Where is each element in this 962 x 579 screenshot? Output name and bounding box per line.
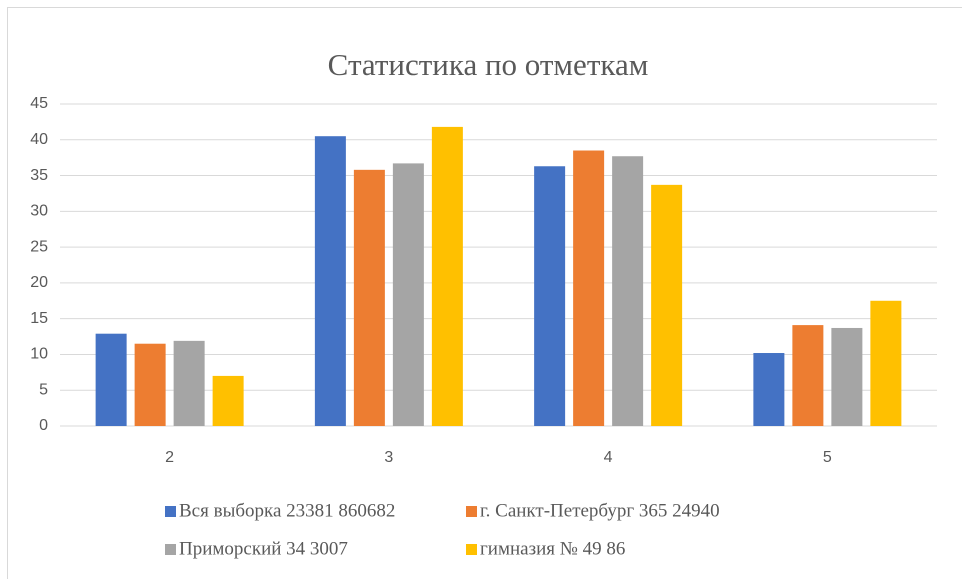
legend-swatch (165, 506, 176, 517)
y-tick-label: 0 (39, 417, 48, 434)
bar (431, 126, 463, 427)
legend-swatch (466, 544, 477, 555)
legend-swatch (165, 544, 176, 555)
bar (573, 150, 605, 426)
bar (870, 300, 902, 426)
legend-label: г. Санкт-Петербург 365 24940 (480, 500, 720, 521)
bar (792, 325, 824, 426)
chart-title: Статистика по отметкам (328, 47, 649, 82)
bar (831, 327, 863, 426)
bar (212, 375, 244, 426)
bar (134, 343, 166, 426)
y-tick-label: 15 (30, 310, 48, 327)
y-tick-label: 45 (30, 95, 48, 112)
legend-label: Вся выборка 23381 860682 (179, 500, 395, 521)
legend-label: Приморский 34 3007 (179, 538, 348, 559)
bar (534, 166, 566, 426)
x-tick-label: 2 (165, 449, 174, 466)
bar (173, 340, 205, 426)
bar (392, 163, 424, 426)
y-tick-label: 20 (30, 274, 48, 291)
x-tick-label: 4 (604, 449, 613, 466)
bar (612, 156, 644, 427)
bar (95, 333, 127, 426)
x-tick-label: 5 (823, 449, 832, 466)
bar (314, 136, 346, 426)
y-tick-label: 40 (30, 131, 48, 148)
bar (353, 169, 385, 426)
x-tick-label: 3 (384, 449, 393, 466)
y-tick-label: 35 (30, 167, 48, 184)
y-tick-label: 25 (30, 238, 48, 255)
y-tick-label: 30 (30, 203, 48, 220)
legend-label: гимназия № 49 86 (480, 538, 625, 559)
bar (753, 353, 785, 426)
chart-border (7, 7, 962, 579)
y-tick-label: 5 (39, 381, 48, 398)
y-tick-label: 10 (30, 346, 48, 363)
bar (651, 184, 683, 426)
legend-swatch (466, 506, 477, 517)
